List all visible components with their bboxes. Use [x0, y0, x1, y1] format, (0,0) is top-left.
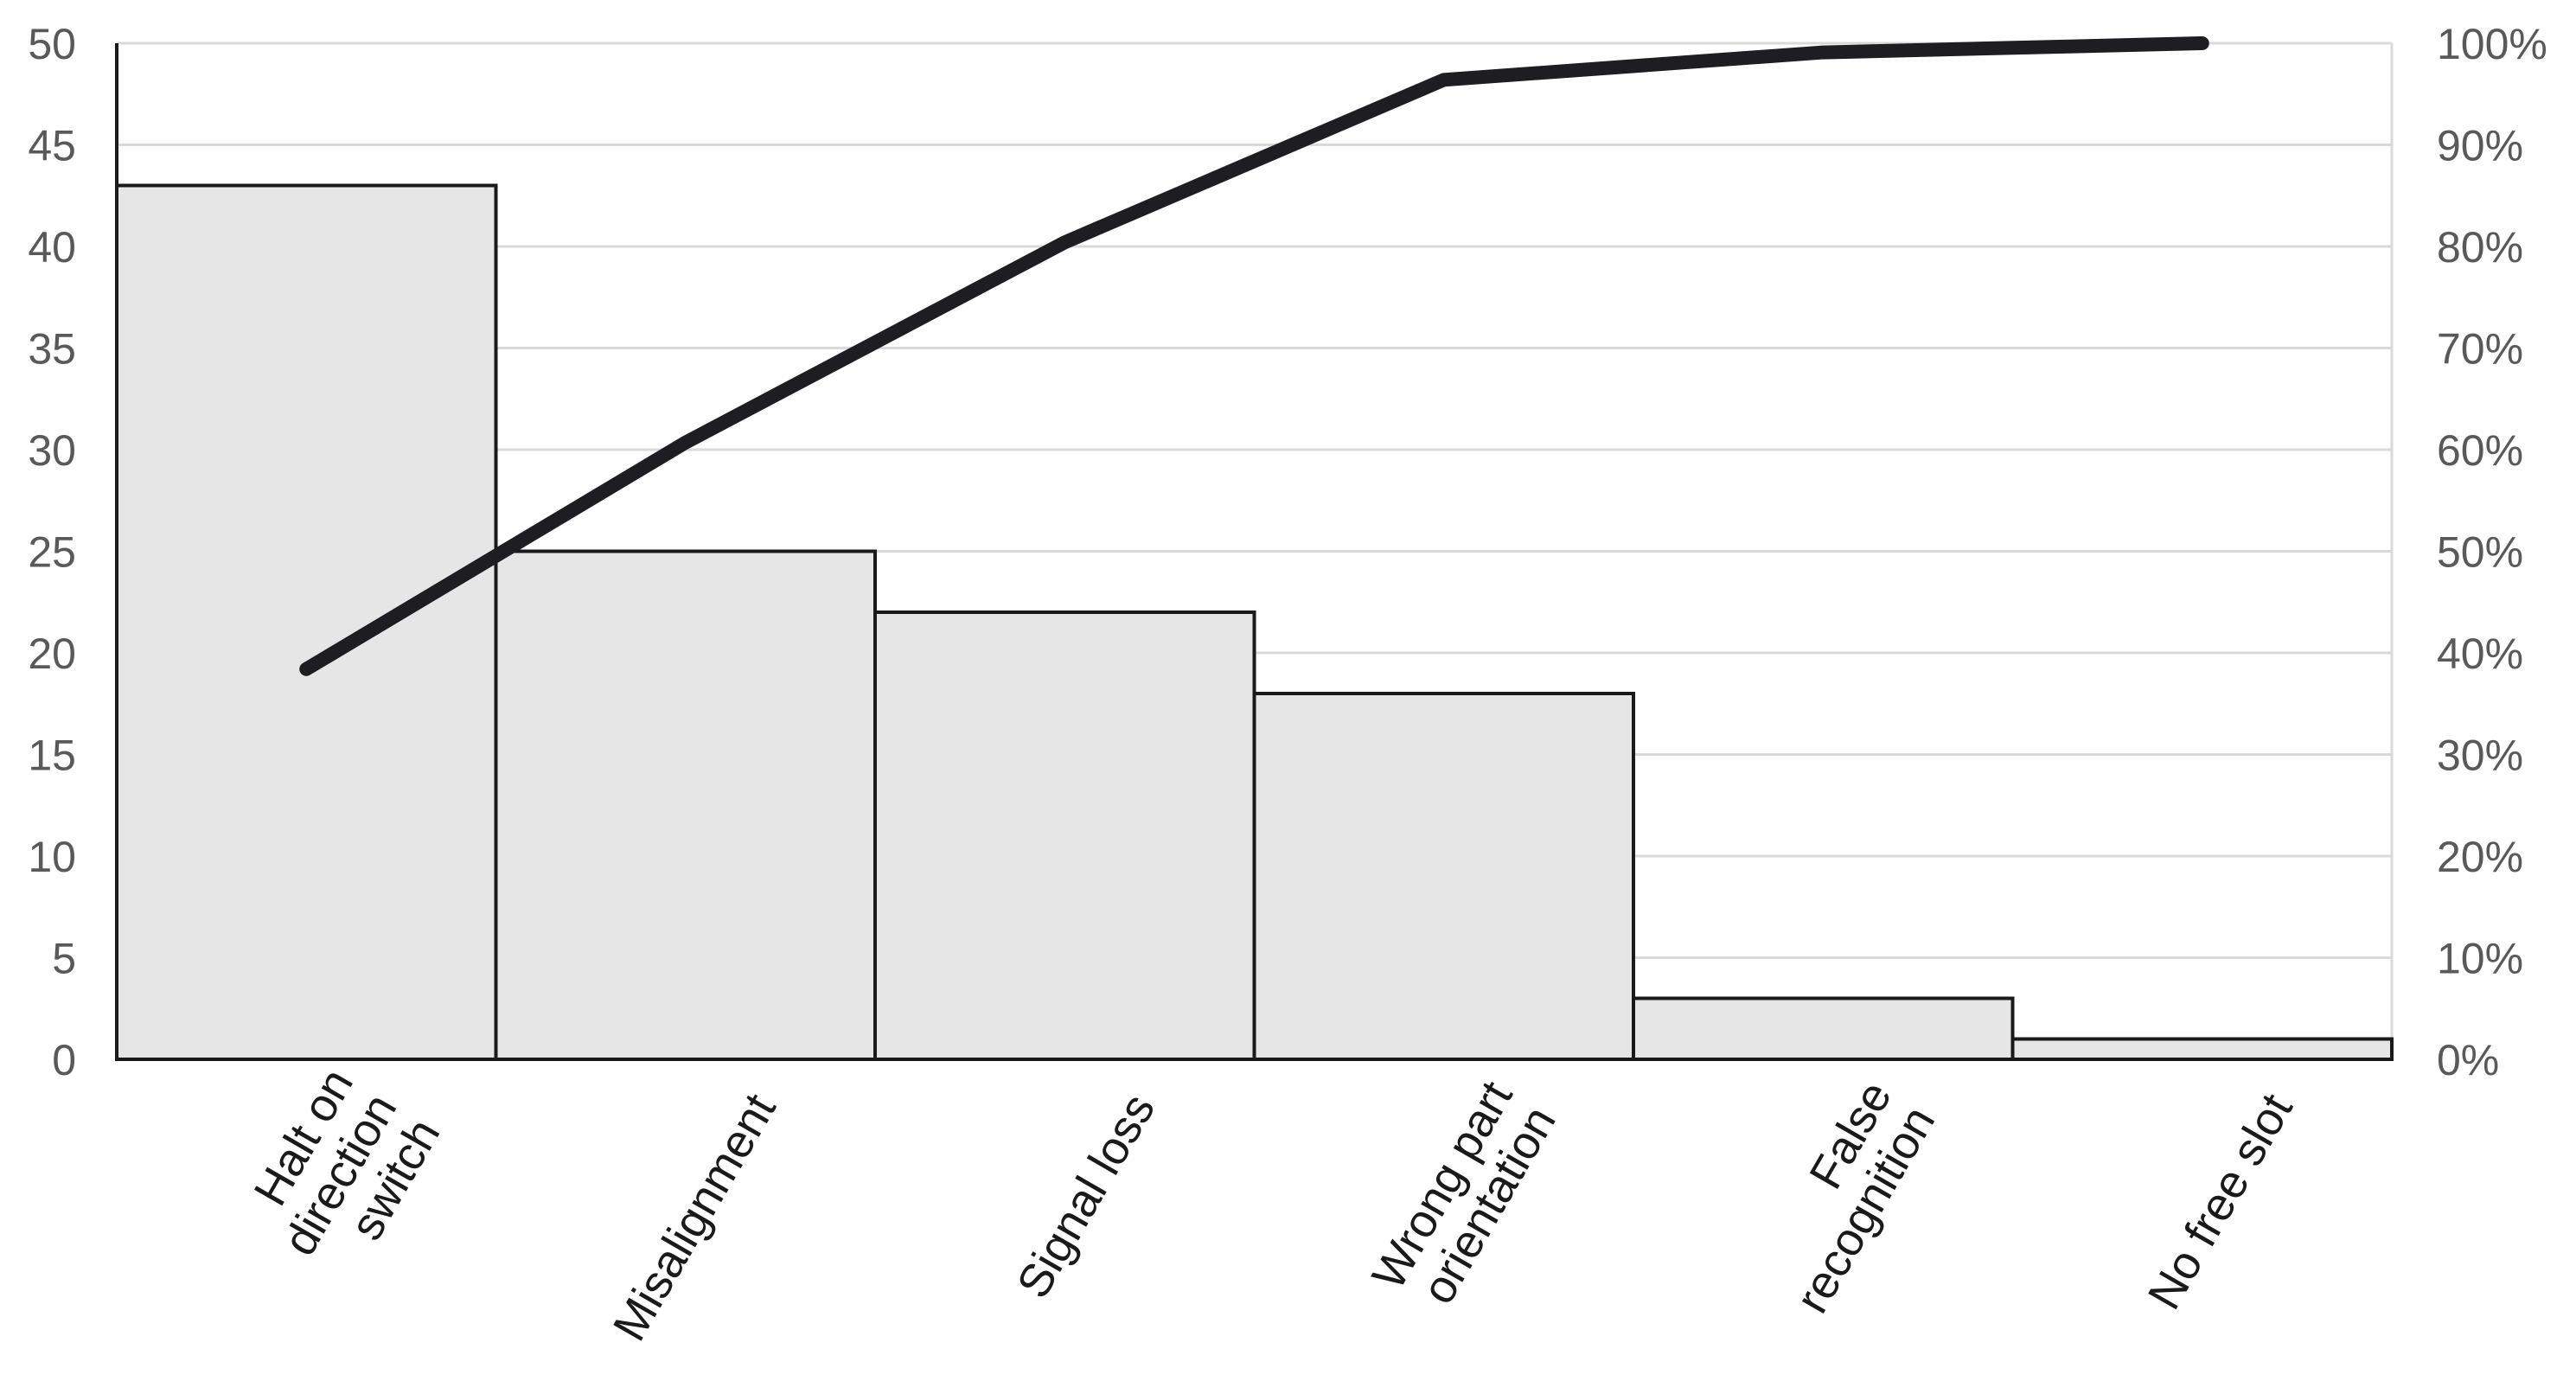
- cumulative-percent-line: [299, 36, 2209, 676]
- bar: [2010, 1037, 2394, 1061]
- y2-tick-label: 50%: [2437, 528, 2523, 577]
- y2-tick-label: 30%: [2437, 732, 2523, 780]
- y-tick-label: 25: [28, 528, 76, 577]
- category-label: Falserecognition: [1742, 1073, 1945, 1322]
- y-axis-ticks: 0 5 10 15 20 25 30 35 40 45 50: [28, 20, 76, 1084]
- y-tick-label: 50: [28, 20, 76, 68]
- bar: [494, 549, 877, 1061]
- category-label: Wrong partorientation: [1363, 1073, 1566, 1323]
- y-tick-label: 0: [52, 1036, 76, 1084]
- category-labels: Halt ondirectionswitch Misalignment Signal…: [230, 1060, 2303, 1350]
- bar: [115, 183, 498, 1061]
- y2-tick-label: 10%: [2437, 935, 2523, 983]
- category-label: Halt ondirectionswitch: [230, 1060, 450, 1289]
- category-label-line: Signal loss: [1007, 1085, 1166, 1307]
- y2-tick-label: 60%: [2437, 426, 2523, 475]
- y-tick-label: 10: [28, 833, 76, 881]
- bar: [873, 611, 1256, 1061]
- y2-tick-label: 20%: [2437, 833, 2523, 881]
- bar: [1252, 692, 1635, 1061]
- category-label: Signal loss: [1007, 1085, 1166, 1307]
- y-tick-label: 40: [28, 223, 76, 272]
- category-label: No free slot: [2138, 1085, 2303, 1318]
- y2-tick-label: 0%: [2437, 1036, 2499, 1084]
- y-tick-label: 30: [28, 426, 76, 475]
- y2-tick-label: 70%: [2437, 325, 2523, 374]
- y-tick-label: 35: [28, 325, 76, 374]
- category-label: Misalignment: [604, 1085, 786, 1350]
- y2-tick-label: 100%: [2437, 20, 2547, 68]
- category-label-line: No free slot: [2138, 1085, 2303, 1318]
- y-tick-label: 20: [28, 630, 76, 678]
- y2-tick-label: 90%: [2437, 122, 2523, 170]
- y2-tick-label: 40%: [2437, 630, 2523, 678]
- category-label-line: Misalignment: [604, 1085, 786, 1350]
- y-tick-label: 5: [52, 935, 76, 983]
- secondary-y-axis-ticks: 0% 10% 20% 30% 40% 50% 60% 70% 80% 90% 100%: [2437, 20, 2547, 1084]
- bars: [115, 183, 2394, 1061]
- axes: [115, 43, 2392, 1061]
- bar: [1632, 996, 2015, 1061]
- y-tick-label: 15: [28, 732, 76, 780]
- y-tick-label: 45: [28, 122, 76, 170]
- y2-tick-label: 80%: [2437, 223, 2523, 272]
- cumulative-line-layer: [299, 36, 2209, 676]
